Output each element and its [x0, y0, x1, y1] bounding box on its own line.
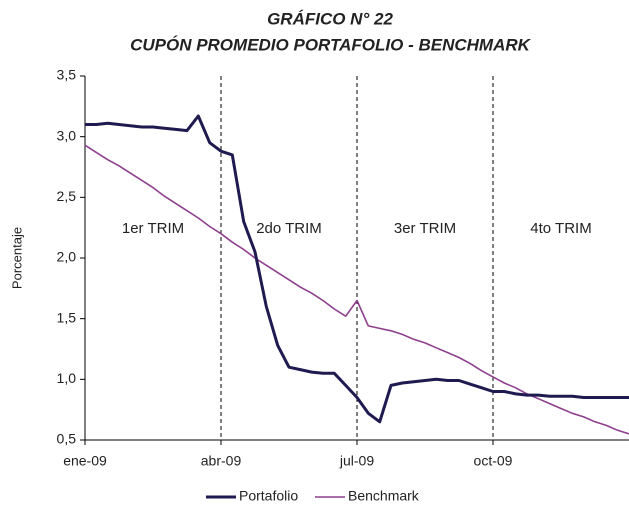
y-tick-label: 3,0: [57, 127, 77, 143]
legend-label: Portafolio: [239, 488, 298, 504]
y-tick-label: 0,5: [57, 431, 77, 447]
x-tick-label: oct-09: [474, 453, 513, 469]
y-tick-label: 2,0: [57, 249, 77, 265]
annotation: 4to TRIM: [530, 220, 591, 237]
y-tick-label: 2,5: [57, 188, 77, 204]
y-tick-label: 1,0: [57, 370, 77, 386]
y-tick-label: 3,5: [57, 67, 77, 83]
x-tick-label: abr-09: [201, 453, 242, 469]
y-tick-label: 1,5: [57, 309, 77, 325]
series-line: [84, 144, 629, 435]
x-tick-label: jul-09: [339, 453, 374, 469]
chart-title: GRÁFICO N° 22: [267, 9, 393, 28]
annotation: 2do TRIM: [256, 220, 322, 237]
y-axis-label: Porcentaje: [9, 227, 24, 289]
chart-subtitle: CUPÓN PROMEDIO PORTAFOLIO - BENCHMARK: [130, 35, 532, 54]
annotation: 1er TRIM: [122, 220, 184, 237]
series-line: [85, 114, 629, 424]
x-tick-label: ene-09: [63, 453, 107, 469]
legend-label: Benchmark: [348, 488, 420, 504]
annotation: 3er TRIM: [394, 220, 456, 237]
